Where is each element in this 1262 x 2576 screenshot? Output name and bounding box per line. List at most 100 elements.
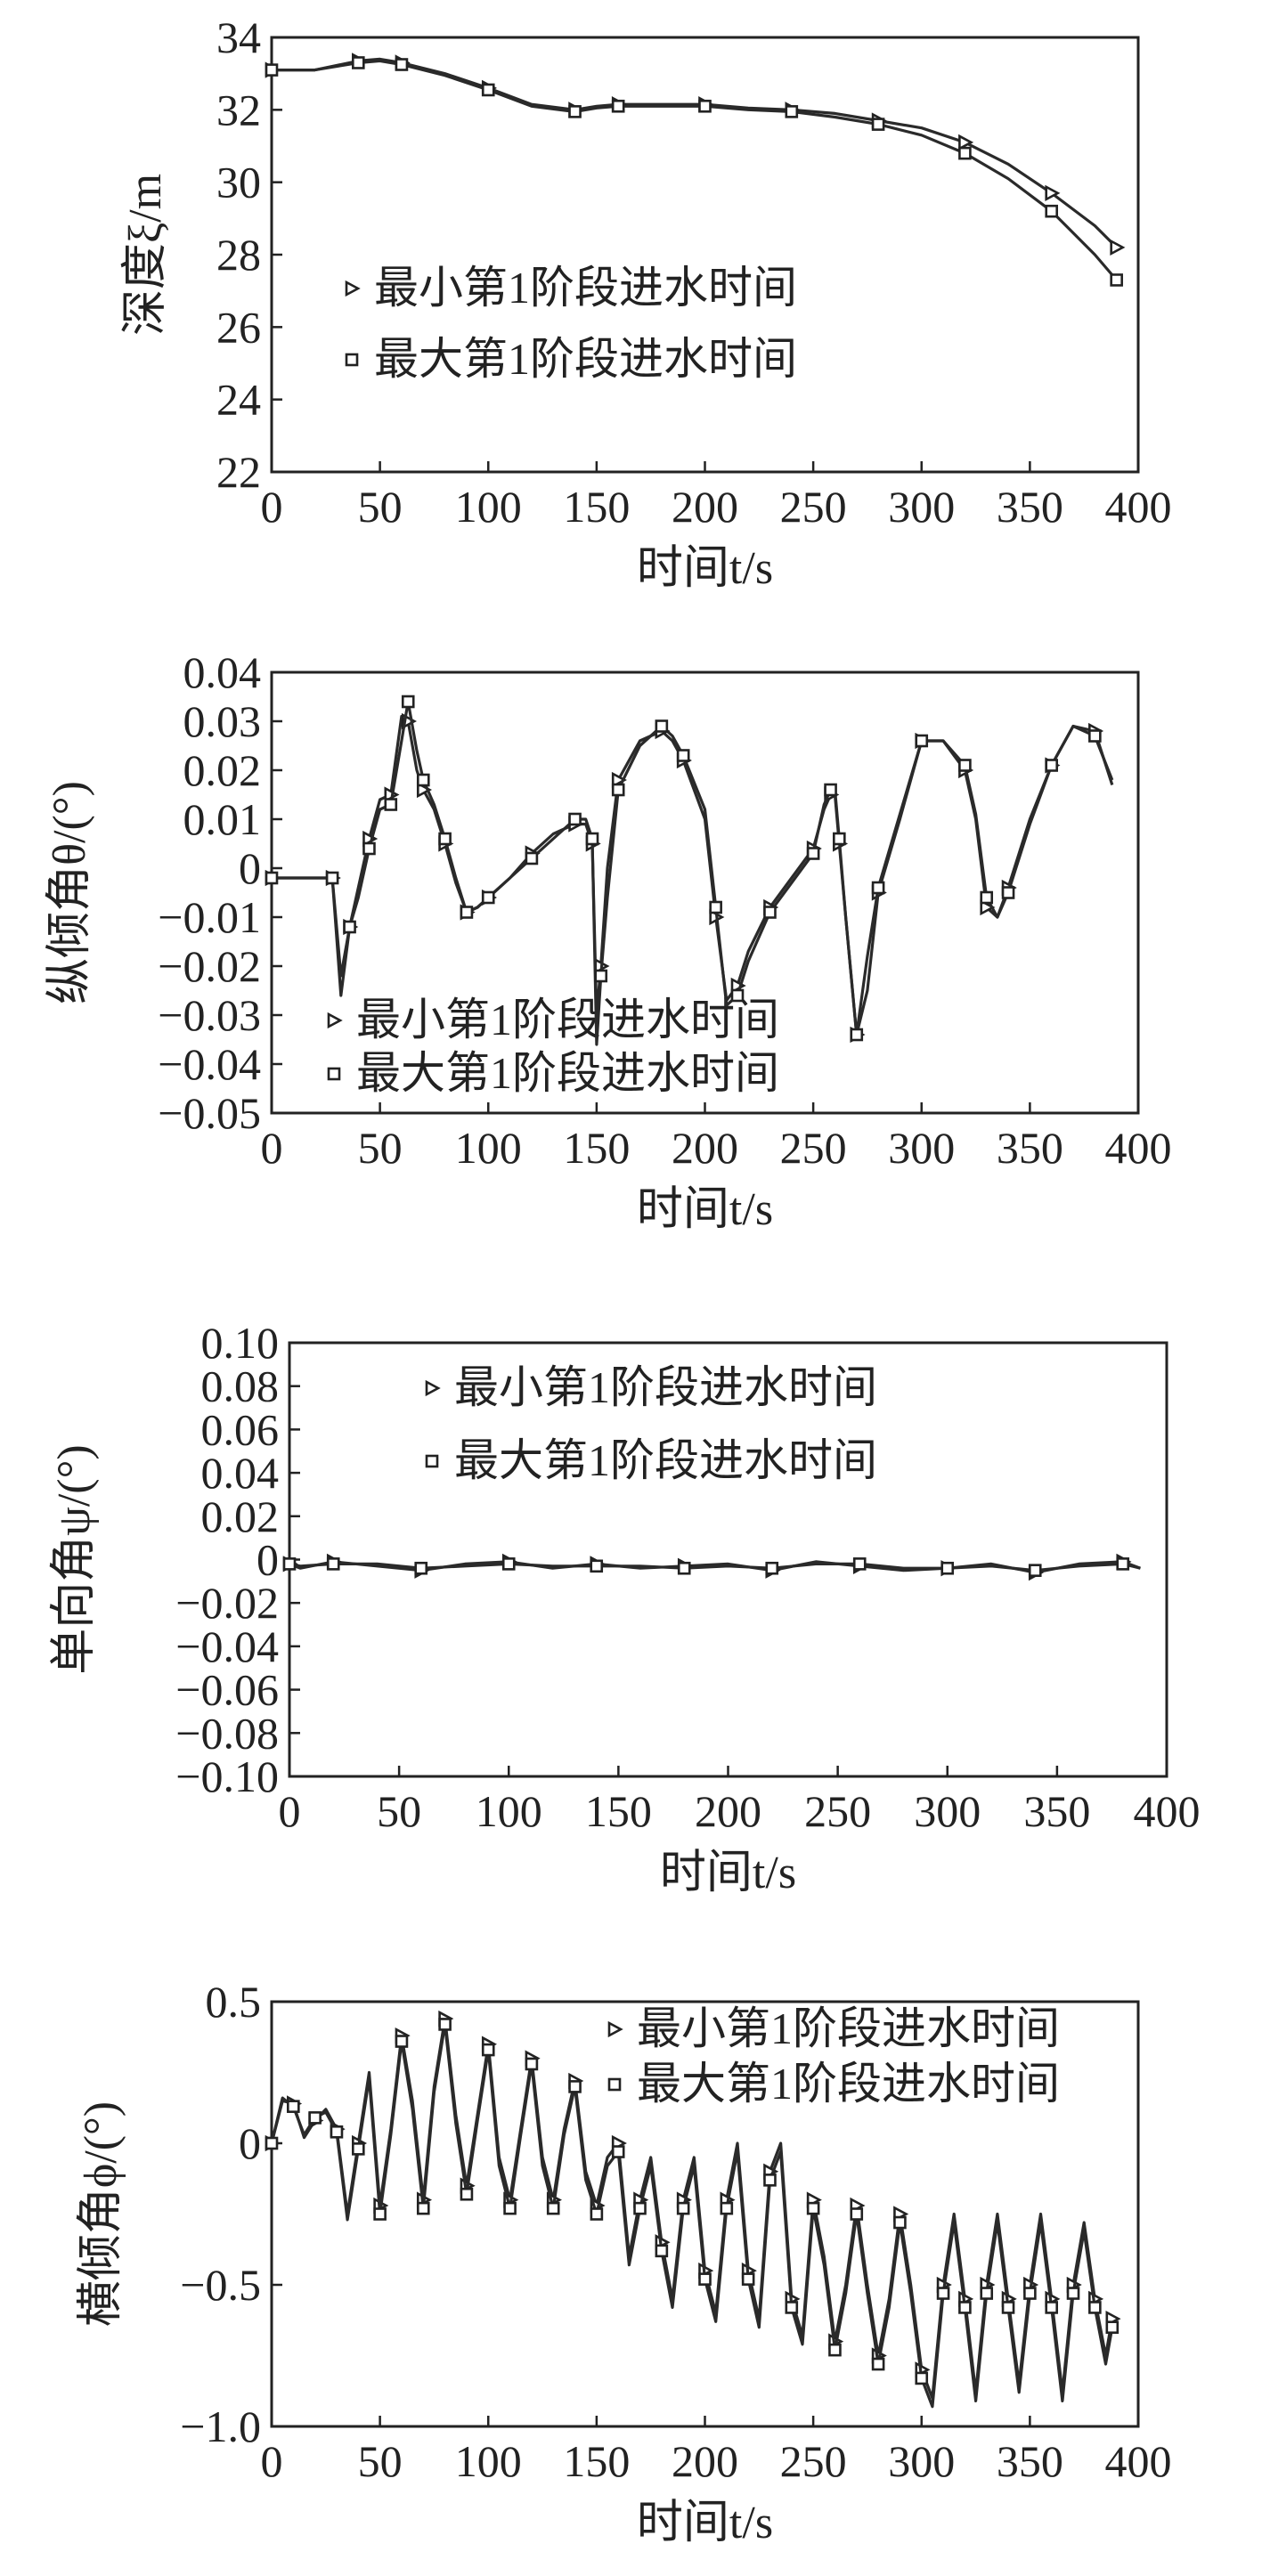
data-point-marker — [958, 759, 972, 772]
y-tick-label: 34 — [216, 12, 261, 62]
data-point-marker — [1066, 2287, 1080, 2300]
data-point-marker — [833, 832, 846, 846]
data-point-marker — [871, 2357, 885, 2371]
data-point-marker — [1045, 204, 1058, 218]
y-tick-label: 30 — [216, 158, 261, 207]
data-point-marker — [481, 2043, 495, 2057]
data-point-marker — [351, 2142, 365, 2156]
data-point-marker — [936, 2287, 950, 2300]
x-tick-label: 200 — [672, 482, 738, 532]
data-point-marker — [763, 906, 777, 919]
data-point-marker — [414, 1561, 428, 1575]
data-point-marker — [460, 906, 474, 919]
legend-label-1: 最小第1阶段进水时间 — [356, 995, 779, 1044]
data-point-marker — [785, 2301, 799, 2314]
legend-marker-1 — [327, 1012, 343, 1029]
y-axis-title: 横倾角ϕ/(°) — [76, 2101, 126, 2327]
data-point-marker — [958, 146, 972, 160]
data-point-marker — [611, 783, 625, 797]
data-point-marker — [351, 56, 365, 69]
data-point-marker — [828, 2343, 842, 2357]
x-tick-label: 300 — [914, 1786, 981, 1836]
data-point-marker — [1045, 2301, 1058, 2314]
series-line-2 — [289, 1562, 1141, 1572]
x-tick-label: 0 — [279, 1786, 301, 1836]
data-point-marker — [1116, 1557, 1130, 1571]
x-tick-label: 350 — [997, 1123, 1063, 1173]
y-tick-label: 22 — [216, 447, 261, 497]
data-point-marker — [590, 2207, 604, 2221]
data-point-marker — [395, 2035, 409, 2048]
data-point-marker — [958, 134, 974, 151]
y-tick-label: −0.06 — [175, 1665, 279, 1715]
data-point-marker — [824, 783, 837, 797]
data-point-marker — [611, 99, 625, 113]
x-tick-label: 400 — [1134, 1786, 1201, 1836]
x-tick-label: 200 — [672, 1123, 738, 1173]
data-point-marker — [287, 2100, 300, 2113]
data-point-marker — [958, 2301, 972, 2314]
y-tick-label: 0.02 — [183, 745, 262, 795]
data-point-marker — [1028, 1564, 1042, 1577]
data-point-marker — [852, 1557, 867, 1571]
y-axis-title: 单向角ψ/(°) — [49, 1444, 100, 1674]
x-tick-label: 250 — [804, 1786, 871, 1836]
y-tick-label: 0 — [239, 843, 261, 893]
x-tick-label: 100 — [455, 2436, 522, 2486]
x-tick-label: 0 — [261, 482, 283, 532]
y-tick-label: 0.10 — [201, 1318, 280, 1368]
data-point-marker — [525, 851, 539, 865]
data-point-marker — [763, 2174, 777, 2187]
data-point-marker — [308, 2111, 322, 2125]
legend-label-1: 最小第1阶段进水时间 — [637, 2003, 1060, 2053]
y-tick-label: −0.02 — [175, 1578, 279, 1628]
x-tick-label: 250 — [780, 2436, 847, 2486]
data-point-marker — [980, 898, 996, 916]
y-axis-title: 纵倾角θ/(°) — [45, 781, 95, 1004]
data-point-marker — [460, 2187, 474, 2201]
x-tick-label: 200 — [672, 2436, 738, 2486]
data-point-marker — [871, 118, 885, 131]
x-tick-label: 50 — [358, 482, 403, 532]
y-tick-label: 0.02 — [201, 1491, 280, 1541]
x-tick-label: 300 — [888, 2436, 955, 2486]
x-tick-label: 150 — [563, 2436, 630, 2486]
data-point-marker — [611, 2145, 625, 2158]
data-point-marker — [481, 890, 495, 905]
y-tick-label: 0.06 — [201, 1404, 280, 1454]
y-tick-label: −0.03 — [158, 990, 261, 1040]
data-point-marker — [265, 2136, 279, 2150]
x-tick-label: 50 — [377, 1786, 421, 1836]
data-point-marker — [741, 2272, 755, 2286]
data-point-marker — [546, 2201, 560, 2215]
data-point-marker — [980, 890, 994, 905]
data-point-marker — [765, 1561, 779, 1575]
legend-marker-2 — [345, 353, 359, 367]
y-tick-label: 0.08 — [201, 1361, 280, 1411]
x-tick-label: 0 — [261, 2436, 283, 2486]
data-point-marker — [1045, 759, 1058, 772]
y-tick-label: 0.04 — [201, 1448, 280, 1498]
x-tick-label: 200 — [695, 1786, 761, 1836]
yaw-angle-chart: 0 50 100 150 200 250 300 350 400−0.10−0.08−0.06−… — [49, 1318, 1201, 1898]
roll-angle-chart: 0 50 100 150 200 250 300 350 400 −1.0 −0.5 0 0.5 时间t/… — [76, 1977, 1172, 2548]
data-point-marker — [655, 2244, 669, 2258]
x-tick-label: 100 — [455, 482, 522, 532]
data-point-marker — [438, 2018, 452, 2031]
data-point-marker — [915, 2371, 929, 2385]
x-axis-title: 时间t/s — [637, 2498, 773, 2548]
x-tick-label: 100 — [476, 1786, 542, 1836]
y-tick-label: −0.02 — [158, 941, 261, 991]
x-tick-label: 250 — [780, 482, 847, 532]
data-point-marker — [416, 781, 433, 799]
y-tick-label: 0 — [256, 1535, 279, 1585]
y-tick-label: −0.10 — [175, 1751, 279, 1801]
y-tick-label: −0.01 — [158, 892, 261, 942]
legend-marker-2 — [425, 1454, 439, 1468]
data-point-marker — [568, 105, 582, 118]
x-tick-label: 150 — [585, 1786, 652, 1836]
y-tick-label: −0.05 — [158, 1088, 261, 1138]
series-line-2 — [270, 2022, 1114, 2409]
x-axis-title: 时间t/s — [637, 543, 773, 594]
